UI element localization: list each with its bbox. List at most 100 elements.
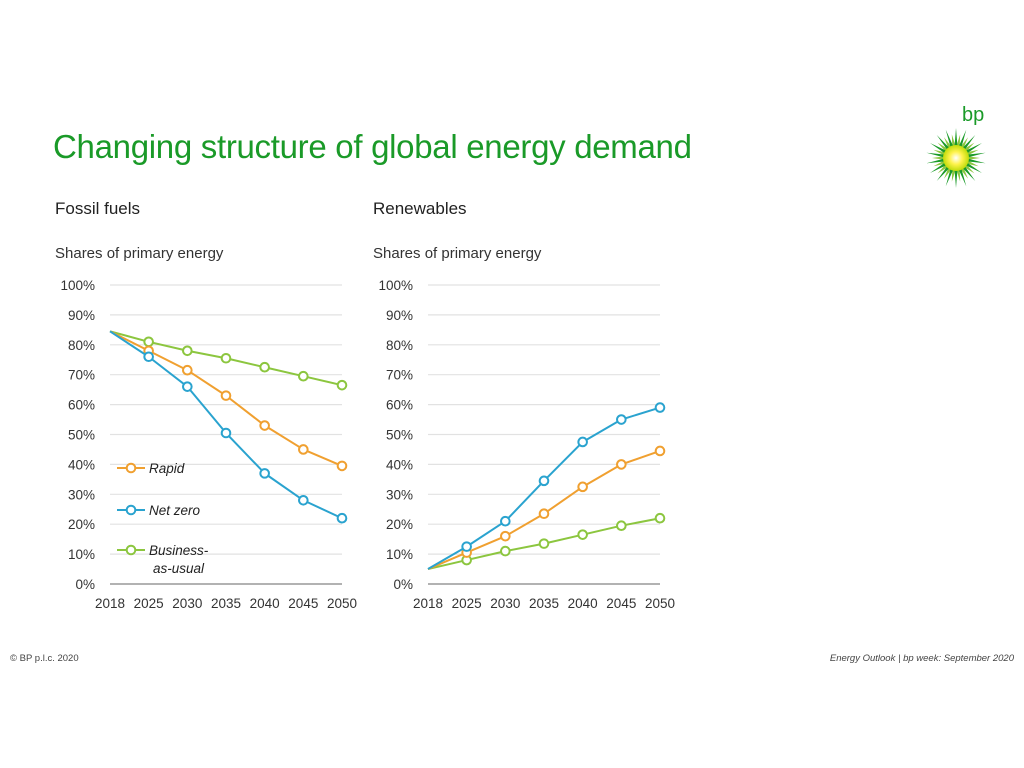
fossil-axis-label: Shares of primary energy: [55, 245, 224, 262]
data-point: [500, 545, 511, 557]
x-tick-label: 2040: [568, 596, 598, 611]
y-tick-label: 70%: [68, 368, 95, 383]
copyright-text: © BP p.l.c. 2020: [10, 653, 79, 664]
x-tick-label: 2030: [490, 596, 520, 611]
data-point: [538, 475, 550, 487]
data-point: [616, 459, 627, 470]
renewables-series-net-zero: [427, 402, 666, 570]
bp-logo: bp: [924, 104, 990, 194]
x-tick-label: 2035: [529, 596, 559, 611]
x-tick-label: 2040: [250, 596, 280, 611]
data-point: [220, 427, 232, 439]
data-point: [259, 420, 270, 431]
data-point: [616, 414, 627, 425]
data-point: [220, 352, 232, 364]
data-point: [538, 508, 550, 520]
data-point: [298, 444, 309, 455]
y-tick-label: 50%: [386, 428, 413, 443]
legend-label: Net zero: [149, 503, 201, 518]
helios-petal: [961, 164, 976, 181]
renewables-chart: 0% 10% 20% 30% 40% 50% 60% 70% 80% 90% 100% 2018 202…: [378, 278, 675, 611]
helios-petal: [930, 143, 949, 155]
y-tick-label: 80%: [68, 338, 95, 353]
x-tick-label: 2018: [95, 596, 125, 611]
x-tick-label: 2025: [452, 596, 482, 611]
data-point: [654, 445, 666, 457]
y-tick-label: 0%: [393, 577, 413, 592]
fossil-panel-title: Fossil fuels: [55, 199, 141, 218]
x-tick-label: 2045: [288, 596, 318, 611]
helios-petal: [954, 128, 958, 149]
y-tick-label: 10%: [386, 547, 413, 562]
helios-petal: [930, 161, 949, 173]
legend-swatch-marker: [125, 504, 137, 516]
x-tick-label: 2050: [327, 596, 357, 611]
fossil-series-rapid: [109, 330, 348, 472]
fossil-series-business-as-usual: [109, 330, 348, 391]
y-tick-label: 60%: [386, 398, 413, 413]
helios-petal: [954, 167, 958, 188]
x-tick-label: 2045: [606, 596, 636, 611]
renewables-axis-label: Shares of primary energy: [373, 245, 542, 262]
helios-petal: [957, 129, 967, 150]
y-tick-label: 40%: [386, 457, 413, 472]
data-point: [298, 494, 309, 506]
y-tick-label: 40%: [68, 457, 95, 472]
y-tick-label: 90%: [68, 308, 95, 323]
data-point: [336, 512, 348, 524]
x-tick-label: 2050: [645, 596, 675, 611]
x-tick-label: 2025: [134, 596, 164, 611]
chart-legend: Rapid Net zero Business-as-usual: [117, 461, 209, 576]
helios-petal: [936, 164, 951, 181]
data-point: [500, 530, 511, 542]
data-point: [654, 512, 666, 524]
helios-sunburst-icon: [926, 128, 986, 188]
legend-label: Rapid: [149, 461, 185, 476]
renewables-series-business-as-usual: [427, 512, 666, 571]
fossil-series-net-zero: [109, 330, 348, 524]
data-point: [259, 468, 270, 479]
renewables-panel-title: Renewables: [373, 199, 467, 218]
y-tick-label: 100%: [378, 278, 413, 293]
helios-petal: [961, 135, 976, 152]
data-point: [538, 538, 550, 549]
y-tick-label: 20%: [68, 517, 95, 532]
data-point: [500, 515, 511, 527]
data-point: [259, 361, 270, 373]
y-tick-label: 30%: [68, 487, 95, 502]
data-point: [143, 336, 154, 348]
legend-swatch-marker: [125, 544, 137, 556]
legend-label: as-usual: [153, 561, 205, 576]
legend-item-net-zero: Net zero: [117, 503, 201, 518]
data-point: [336, 379, 348, 391]
data-point: [654, 402, 666, 413]
data-point: [220, 390, 232, 401]
y-tick-label: 100%: [60, 278, 95, 293]
data-point: [182, 345, 193, 357]
helios-petal: [963, 161, 982, 173]
data-point: [616, 520, 627, 531]
page-title: Changing structure of global energy dema…: [53, 128, 692, 165]
fossil-fuels-chart: 0% 10% 20% 30% 40% 50% 60% 70% 80% 90% 100% 2018 202…: [60, 278, 357, 611]
helios-petal: [965, 152, 986, 158]
bp-logo-text: bp: [962, 104, 985, 126]
y-tick-label: 90%: [386, 308, 413, 323]
y-tick-label: 50%: [68, 428, 95, 443]
helios-petal: [957, 166, 967, 187]
y-tick-label: 60%: [68, 398, 95, 413]
legend-item-rapid: Rapid: [117, 461, 185, 476]
helios-petal: [945, 166, 955, 187]
helios-petal: [945, 129, 955, 150]
helios-petal: [965, 158, 986, 164]
helios-petal: [926, 152, 947, 158]
helios-petal: [963, 143, 982, 155]
helios-petal: [926, 158, 947, 164]
y-tick-label: 80%: [386, 338, 413, 353]
y-tick-label: 20%: [386, 517, 413, 532]
data-point: [143, 351, 154, 363]
legend-label: Business-: [149, 543, 209, 558]
data-point: [298, 370, 309, 382]
data-point: [336, 460, 348, 472]
x-tick-label: 2030: [172, 596, 202, 611]
